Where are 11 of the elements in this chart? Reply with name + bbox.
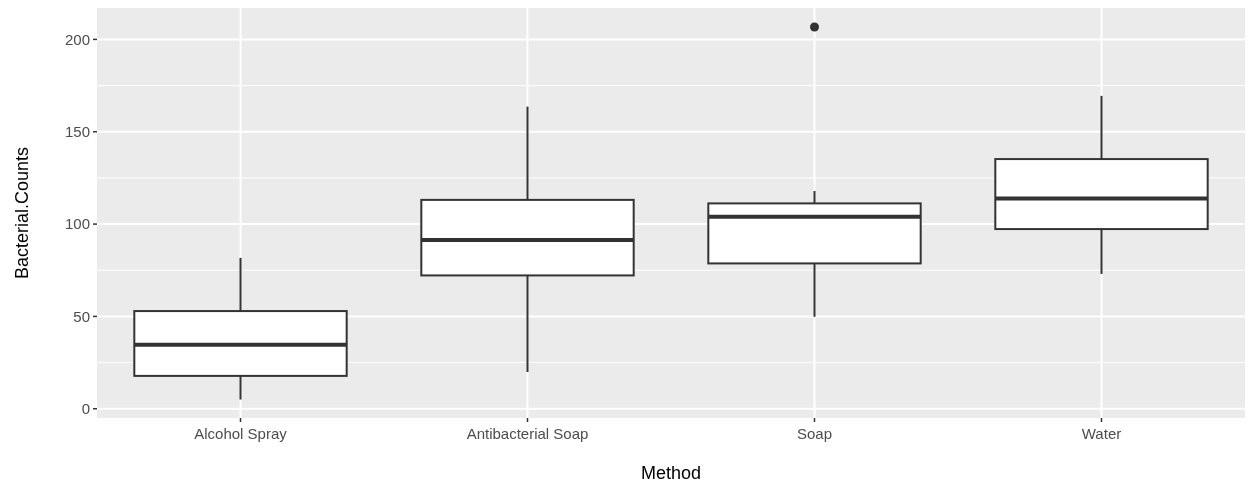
x-tick-label: Soap (796, 425, 833, 442)
x-tick-label: Alcohol Spray (194, 425, 288, 442)
y-tick-label: 100 (64, 215, 90, 233)
y-tick-label: 50 (73, 307, 90, 325)
y-axis-title: Bacterial.Counts (12, 146, 32, 280)
x-tick-label: Antibacterial Soap (466, 425, 589, 442)
y-tick-label: 150 (64, 122, 90, 140)
x-tick-label: Water (1081, 425, 1122, 442)
x-axis-title: Method (640, 463, 702, 483)
y-tick-label: 200 (64, 30, 90, 48)
y-tick-label: 0 (81, 400, 90, 418)
